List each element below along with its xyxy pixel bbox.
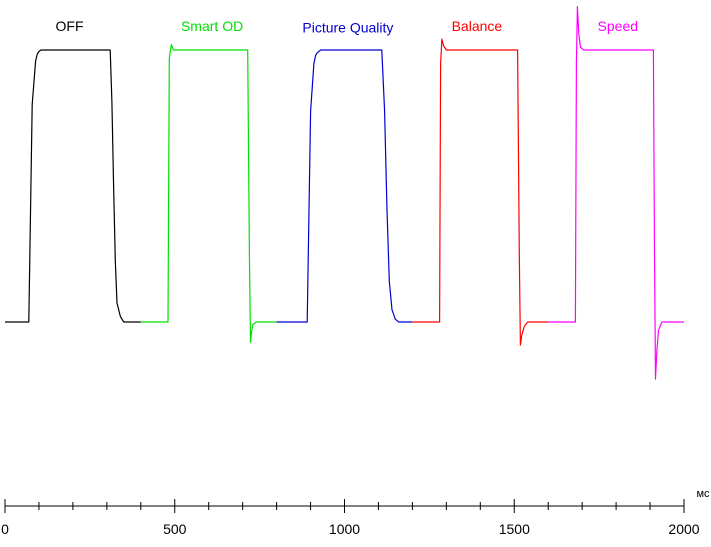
series-layer xyxy=(5,5,684,380)
series-line-speed xyxy=(548,5,684,380)
x-axis-unit-label: мс xyxy=(696,488,710,500)
series-label-picture-quality: Picture Quality xyxy=(302,19,393,35)
x-tick-label: 1000 xyxy=(329,521,360,537)
x-axis: 0 500 1000 1500 2000 мс xyxy=(1,488,710,537)
series-label-off: OFF xyxy=(56,18,84,34)
series-line-balance xyxy=(412,38,549,346)
x-tick-label: 500 xyxy=(163,521,187,537)
x-tick-label: 2000 xyxy=(668,521,699,537)
series-line-smart-od xyxy=(140,43,277,343)
x-tick-label: 1500 xyxy=(499,521,530,537)
series-line-picture-quality xyxy=(276,49,413,323)
series-label-balance: Balance xyxy=(452,18,503,34)
x-tick-label: 0 xyxy=(1,521,9,537)
series-label-smart-od: Smart OD xyxy=(181,18,243,34)
series-line-off xyxy=(5,49,141,323)
series-label-speed: Speed xyxy=(598,18,638,34)
annotation-layer: OFF Smart OD Picture Quality Balance Speed xyxy=(56,18,639,35)
